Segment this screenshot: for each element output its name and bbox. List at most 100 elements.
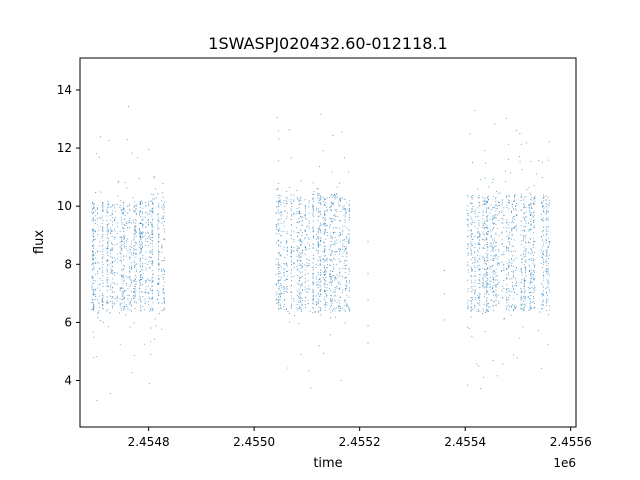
data-point <box>112 204 113 206</box>
data-point <box>482 247 484 249</box>
data-point <box>164 308 165 310</box>
data-point <box>329 225 330 227</box>
data-point <box>487 227 489 229</box>
data-point <box>478 247 480 249</box>
data-point <box>280 287 282 289</box>
data-point <box>345 247 346 249</box>
data-point <box>286 250 288 251</box>
data-point <box>493 226 495 228</box>
data-point <box>138 230 140 231</box>
data-point <box>503 267 505 269</box>
data-point <box>102 206 104 208</box>
data-point <box>330 254 331 256</box>
data-point <box>111 248 113 250</box>
data-point <box>122 202 124 204</box>
data-point <box>485 301 487 303</box>
data-point <box>487 202 489 204</box>
data-point <box>102 229 104 231</box>
data-point <box>492 229 493 231</box>
data-point <box>101 204 103 206</box>
data-point <box>124 290 126 291</box>
data-point <box>123 259 124 261</box>
data-point <box>298 200 300 202</box>
data-point <box>300 253 302 255</box>
data-point <box>120 274 122 276</box>
data-point <box>142 276 144 278</box>
data-point <box>533 197 535 199</box>
data-point <box>334 287 336 288</box>
data-point <box>506 307 508 309</box>
data-point <box>494 291 496 293</box>
data-point <box>149 308 151 310</box>
data-point <box>477 207 479 209</box>
data-point <box>152 202 153 203</box>
data-point <box>102 296 104 298</box>
data-point <box>93 240 94 242</box>
data-point <box>315 295 317 297</box>
data-point <box>139 244 141 245</box>
data-point <box>343 208 345 210</box>
data-point <box>532 260 534 262</box>
data-point <box>503 318 505 320</box>
data-point <box>312 235 314 237</box>
data-point <box>93 291 94 293</box>
data-point <box>158 213 159 215</box>
data-point <box>509 244 511 245</box>
data-point <box>485 275 487 277</box>
data-point <box>515 209 517 211</box>
data-point <box>523 197 525 199</box>
data-point <box>317 236 319 237</box>
data-point <box>102 304 103 306</box>
data-point <box>492 304 494 306</box>
data-point <box>339 271 341 273</box>
data-point <box>543 211 544 212</box>
data-point <box>488 306 490 308</box>
data-point <box>546 235 547 237</box>
data-point <box>489 229 491 231</box>
data-point <box>548 205 550 207</box>
data-point <box>502 218 504 220</box>
data-point <box>151 298 153 299</box>
data-point <box>300 180 302 182</box>
data-point <box>520 269 522 271</box>
data-point <box>102 204 104 206</box>
data-point <box>547 237 549 239</box>
data-point <box>521 298 523 300</box>
data-point <box>523 292 525 294</box>
data-point <box>343 239 345 240</box>
data-point <box>119 205 121 206</box>
data-point <box>495 294 497 295</box>
data-point <box>487 242 488 243</box>
data-point <box>547 197 549 199</box>
data-point <box>163 281 165 283</box>
data-point <box>284 225 286 227</box>
data-point <box>486 309 488 310</box>
data-point <box>320 269 321 271</box>
data-point <box>98 303 100 305</box>
data-point <box>514 308 516 309</box>
data-point <box>117 195 119 197</box>
data-point <box>314 311 316 313</box>
data-point <box>162 291 164 293</box>
data-point <box>482 196 484 198</box>
data-point <box>320 260 321 262</box>
data-point <box>471 209 473 211</box>
data-point <box>276 229 278 231</box>
data-point <box>519 161 521 162</box>
data-point <box>140 222 141 223</box>
data-point <box>150 279 151 281</box>
data-point <box>495 204 497 206</box>
data-point <box>286 242 287 244</box>
data-point <box>300 264 302 266</box>
data-point <box>530 223 532 225</box>
data-point <box>93 304 95 306</box>
data-point <box>144 235 146 237</box>
data-point <box>531 260 532 262</box>
data-point <box>140 301 142 302</box>
data-point <box>506 299 508 301</box>
data-point <box>158 295 160 296</box>
data-point <box>100 320 101 321</box>
data-point <box>147 264 149 266</box>
data-point <box>280 242 282 244</box>
data-point <box>474 209 476 211</box>
